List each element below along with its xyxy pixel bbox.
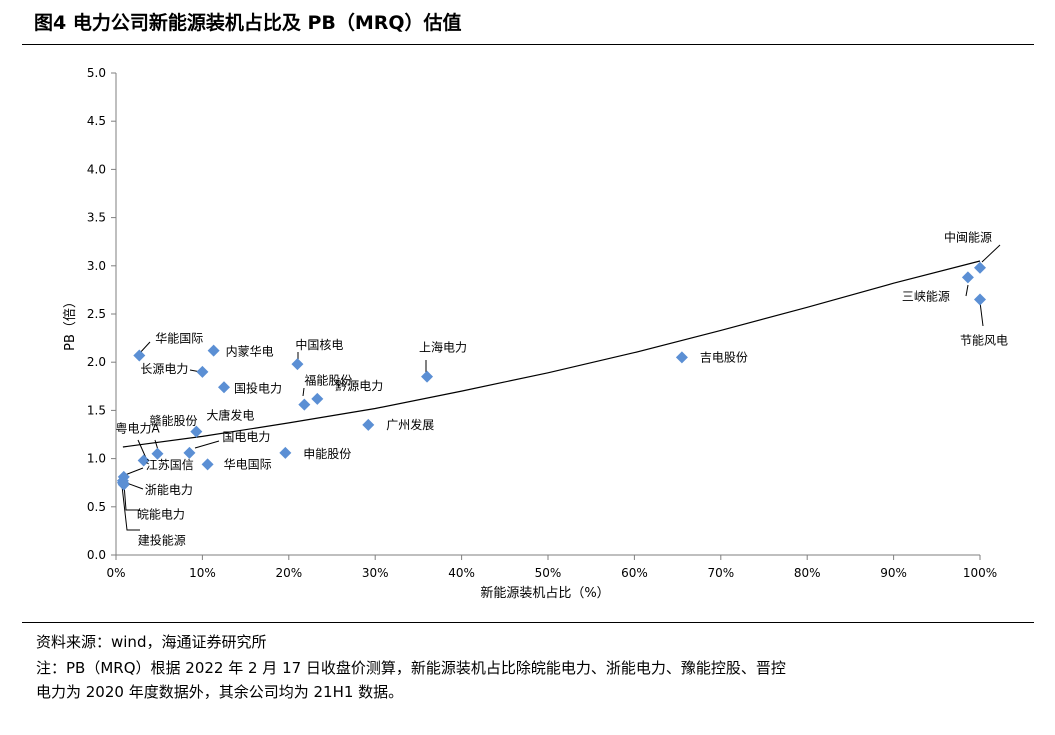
- data-point: [311, 392, 324, 405]
- y-tick-label: 3.5: [87, 211, 106, 225]
- title-rule: [22, 44, 1034, 45]
- label-leader: [137, 439, 147, 459]
- x-axis-label: 新能源装机占比（%）: [480, 585, 609, 601]
- data-point: [421, 370, 434, 383]
- x-tick-label: 40%: [448, 566, 475, 580]
- data-point: [201, 458, 214, 471]
- data-point: [675, 351, 688, 364]
- point-label: 福能股份: [304, 373, 352, 388]
- point-label: 赣能股份: [149, 414, 197, 428]
- data-point: [207, 344, 220, 357]
- figure-title: 图4 电力公司新能源装机占比及 PB（MRQ）估值: [34, 12, 462, 34]
- point-label: 上海电力: [419, 340, 467, 355]
- footnote: 注：PB（MRQ）根据 2022 年 2 月 17 日收盘价测算，新能源装机占比…: [36, 656, 1021, 704]
- y-tick-label: 1.5: [87, 403, 106, 417]
- x-tick-label: 30%: [362, 566, 389, 580]
- x-tick-label: 0%: [106, 566, 125, 580]
- y-tick-label: 1.0: [87, 452, 106, 466]
- y-tick-label: 3.0: [87, 259, 106, 273]
- label-leader: [123, 483, 140, 511]
- point-label: 申能股份: [303, 447, 351, 461]
- point-label: 华电国际: [224, 457, 272, 471]
- y-tick-label: 0.0: [87, 548, 106, 562]
- y-tick-label: 2.5: [87, 307, 106, 321]
- point-label: 大唐发电: [206, 408, 254, 423]
- point-label: 吉电股份: [700, 350, 748, 364]
- chart-axes: 0.0 0.5 1.0 1.5 2.0 2.5 3.0 3.5 4.0 4.5 5.0 0% 10% 20…: [87, 66, 997, 580]
- data-point: [362, 418, 375, 431]
- data-points: [116, 261, 986, 491]
- point-label: 三峡能源: [902, 289, 950, 303]
- x-tick-label: 70%: [707, 566, 734, 580]
- label-leader: [302, 387, 305, 397]
- data-point: [291, 358, 304, 371]
- x-tick-label: 10%: [189, 566, 216, 580]
- label-leader: [979, 301, 984, 327]
- label-leader: [194, 440, 220, 449]
- data-point: [961, 271, 974, 284]
- point-label: 节能风电: [960, 334, 1008, 348]
- y-tick-label: 5.0: [87, 66, 106, 80]
- data-point: [133, 349, 146, 362]
- point-label: 中闽能源: [944, 230, 992, 245]
- label-leader: [965, 284, 969, 297]
- point-label: 华能国际: [155, 332, 203, 346]
- label-leader: [121, 485, 140, 531]
- data-point: [298, 398, 311, 411]
- point-label: 粤电力A: [115, 421, 160, 436]
- label-leader: [124, 467, 144, 476]
- y-tick-label: 2.0: [87, 355, 106, 369]
- source-text: 资料来源：wind，海通证券研究所: [36, 633, 267, 651]
- footnote-line-2: 电力为 2020 年度数据外，其余公司均为 21H1 数据。: [36, 683, 404, 701]
- point-label: 广州发展: [386, 417, 434, 432]
- footnote-line-1: 注：PB（MRQ）根据 2022 年 2 月 17 日收盘价测算，新能源装机占比…: [36, 659, 786, 677]
- point-label: 国电电力: [222, 430, 270, 444]
- x-tick-label: 50%: [535, 566, 562, 580]
- data-point: [117, 478, 130, 491]
- point-label: 江苏国信: [146, 458, 194, 472]
- trend-line: [122, 260, 981, 448]
- data-point: [151, 447, 164, 460]
- x-tick-label: 80%: [794, 566, 821, 580]
- point-label: 长源电力: [140, 362, 188, 376]
- scatter-chart: 0.0 0.5 1.0 1.5 2.0 2.5 3.0 3.5 4.0 4.5 5.0 0% 10% 20…: [63, 66, 1008, 601]
- x-tick-label: 20%: [275, 566, 302, 580]
- data-point: [196, 365, 209, 378]
- point-label: 国投电力: [234, 380, 282, 395]
- data-point: [974, 261, 986, 274]
- label-leaders: [121, 244, 1001, 531]
- data-point: [279, 446, 292, 459]
- point-label: 皖能电力: [137, 508, 185, 522]
- y-tick-label: 4.5: [87, 114, 106, 128]
- point-label: 黔源电力: [335, 378, 383, 393]
- data-point: [183, 446, 196, 459]
- data-point: [218, 381, 230, 394]
- source-rule: [22, 622, 1034, 623]
- point-label: 浙能电力: [145, 483, 193, 497]
- point-label: 中国核电: [295, 337, 343, 352]
- y-tick-label: 4.0: [87, 162, 106, 176]
- data-point: [190, 425, 203, 438]
- data-point: [137, 454, 150, 467]
- x-tick-label: 60%: [621, 566, 648, 580]
- x-tick-label: 90%: [880, 566, 907, 580]
- point-label: 内蒙华电: [226, 345, 274, 359]
- y-tick-label: 0.5: [87, 500, 106, 514]
- x-tick-label: 100%: [963, 566, 997, 580]
- point-label: 建投能源: [138, 533, 186, 548]
- label-leader: [981, 244, 1001, 263]
- y-axis-label: PB（倍）: [63, 295, 78, 351]
- data-point: [974, 293, 986, 306]
